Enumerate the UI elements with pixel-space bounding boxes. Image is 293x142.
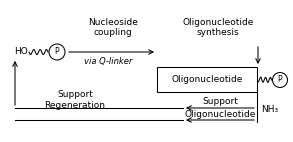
Text: Oligonucleotide
synthesis: Oligonucleotide synthesis <box>182 18 254 37</box>
Text: NH₃: NH₃ <box>261 105 278 113</box>
FancyBboxPatch shape <box>157 67 257 92</box>
Text: via Q-linker: via Q-linker <box>84 57 132 66</box>
Text: P: P <box>55 48 59 57</box>
Text: Support
Regeneration: Support Regeneration <box>45 90 105 110</box>
Text: Oligonucleotide: Oligonucleotide <box>171 75 243 84</box>
Text: Nucleoside
coupling: Nucleoside coupling <box>88 18 138 37</box>
Text: Oligonucleotide: Oligonucleotide <box>184 110 256 119</box>
Text: Support: Support <box>202 97 238 106</box>
Text: HO: HO <box>14 48 28 57</box>
Text: P: P <box>278 76 282 84</box>
